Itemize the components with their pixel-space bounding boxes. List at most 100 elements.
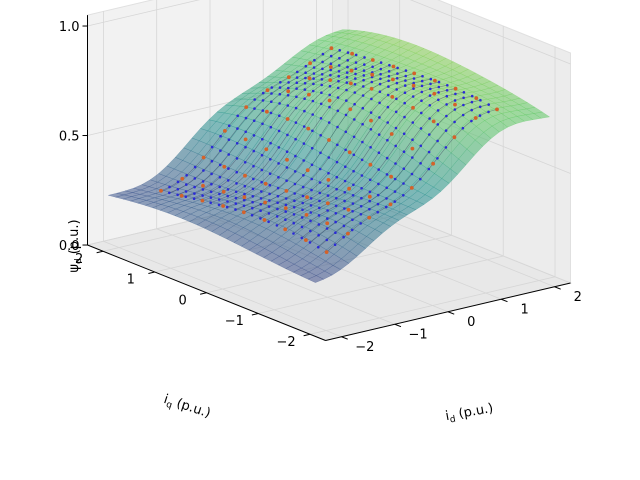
dense-sample-point xyxy=(352,183,355,187)
dense-sample-point xyxy=(284,197,288,200)
dense-sample-point xyxy=(478,105,482,109)
dense-sample-point xyxy=(345,76,349,79)
measured-point xyxy=(346,231,350,236)
dense-sample-point xyxy=(218,175,222,179)
dense-sample-point xyxy=(252,119,256,122)
measured-point xyxy=(222,164,227,169)
measured-point xyxy=(262,218,267,222)
dense-sample-point xyxy=(345,71,349,74)
dense-sample-point xyxy=(402,194,405,197)
measured-point xyxy=(347,150,352,155)
x-tick-label: −1 xyxy=(409,328,428,343)
dense-sample-point xyxy=(235,182,238,185)
dense-sample-point xyxy=(352,169,355,173)
measured-point xyxy=(329,46,334,51)
dense-sample-point xyxy=(309,197,313,200)
dense-sample-point xyxy=(335,187,338,191)
z-axis-label: ψd(p.u.) xyxy=(67,219,84,272)
dense-sample-point xyxy=(276,194,280,198)
measured-point xyxy=(325,201,330,206)
measured-point xyxy=(431,161,435,166)
dense-sample-point xyxy=(334,204,338,208)
measured-point xyxy=(324,250,329,255)
dense-sample-point xyxy=(337,70,341,73)
measured-point xyxy=(180,176,185,181)
dense-sample-point xyxy=(402,150,406,153)
dense-sample-point xyxy=(420,99,423,102)
dense-sample-point xyxy=(388,63,391,67)
dense-sample-point xyxy=(427,167,431,171)
dense-sample-point xyxy=(252,164,255,168)
dense-sample-point xyxy=(320,78,324,81)
dense-sample-point xyxy=(278,102,281,105)
dense-sample-point xyxy=(293,182,297,186)
dense-sample-point xyxy=(302,174,305,177)
x-axis-label: id(p.u.) xyxy=(444,401,494,426)
dense-sample-point xyxy=(346,65,349,69)
dense-sample-point xyxy=(278,86,282,89)
dense-sample-point xyxy=(353,118,356,121)
dense-sample-point xyxy=(342,215,346,218)
dense-sample-point xyxy=(312,72,316,75)
dense-sample-point xyxy=(371,65,374,69)
dense-sample-point xyxy=(376,193,380,197)
dense-sample-point xyxy=(268,183,272,187)
dense-sample-point xyxy=(325,227,329,230)
dense-sample-point xyxy=(277,146,281,149)
dense-sample-point xyxy=(369,146,372,149)
measured-point xyxy=(179,193,184,198)
dense-sample-point xyxy=(279,81,282,84)
dense-sample-point xyxy=(193,177,197,180)
dense-sample-point xyxy=(436,139,439,143)
dense-sample-point xyxy=(319,134,323,137)
x-tick-mark xyxy=(554,286,561,290)
measured-point xyxy=(285,117,290,121)
y-tick-label: 0 xyxy=(178,293,186,308)
dense-sample-point xyxy=(285,179,288,182)
dense-sample-point xyxy=(304,71,307,74)
dense-sample-point xyxy=(303,81,307,85)
dense-sample-point xyxy=(421,74,424,78)
dense-sample-point xyxy=(370,97,373,101)
measured-point xyxy=(307,92,311,97)
dense-sample-point xyxy=(403,84,407,87)
measured-point xyxy=(305,195,309,200)
dense-sample-point xyxy=(270,92,273,95)
x-tick-mark xyxy=(394,323,402,328)
dense-sample-point xyxy=(420,84,424,88)
y-tick-mark xyxy=(200,292,207,295)
measured-point xyxy=(453,102,457,107)
dense-sample-point xyxy=(287,86,290,90)
dense-sample-point xyxy=(251,200,254,204)
dense-sample-point xyxy=(253,107,256,110)
x-tick-label: 2 xyxy=(574,290,582,305)
dense-sample-point xyxy=(369,111,373,114)
dense-sample-point xyxy=(269,158,272,161)
dense-sample-point xyxy=(321,52,325,56)
dense-sample-point xyxy=(269,141,272,145)
measured-point xyxy=(349,81,353,86)
dense-sample-point xyxy=(395,77,399,80)
z-gridline xyxy=(87,0,571,65)
dense-sample-point xyxy=(309,219,312,223)
measured-point xyxy=(325,221,330,226)
dense-sample-point xyxy=(419,162,422,165)
dense-sample-point xyxy=(487,110,490,114)
dense-sample-point xyxy=(385,197,388,200)
dense-sample-point xyxy=(352,135,356,139)
dense-sample-point xyxy=(185,174,188,177)
dense-sample-point xyxy=(234,190,238,194)
dense-sample-point xyxy=(404,74,408,78)
dense-sample-point xyxy=(385,173,389,176)
dense-sample-point xyxy=(445,114,448,118)
dense-sample-point xyxy=(260,168,264,172)
dense-sample-point xyxy=(267,205,271,208)
measured-point xyxy=(388,202,393,207)
dense-sample-point xyxy=(286,133,289,137)
dense-sample-point xyxy=(303,109,306,113)
dense-sample-point xyxy=(470,100,474,104)
dense-sample-point xyxy=(393,190,397,193)
dense-sample-point xyxy=(344,130,348,134)
dense-sample-point xyxy=(436,123,440,126)
